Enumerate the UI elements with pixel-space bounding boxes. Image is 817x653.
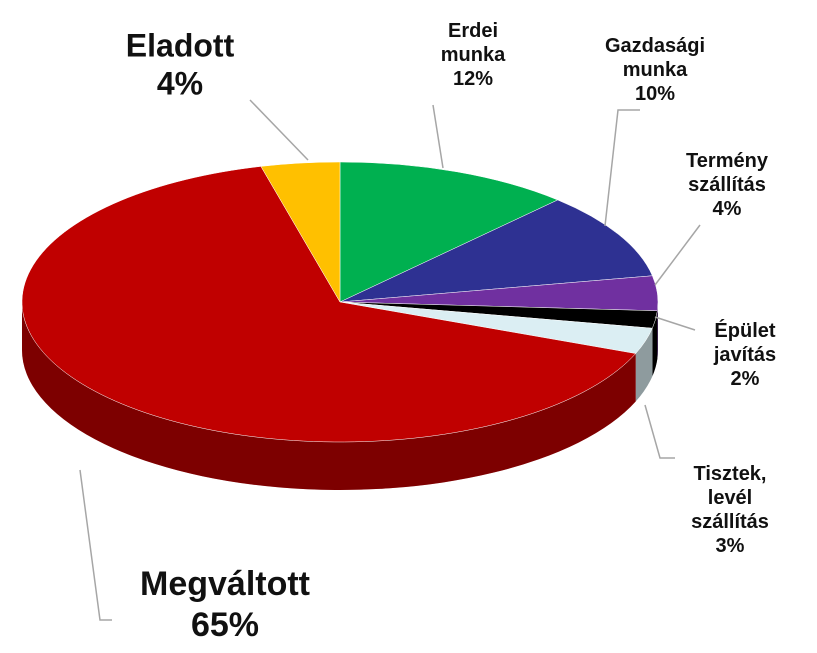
category-label: Gazdasági munka bbox=[604, 35, 706, 81]
data-label: Tisztek, levél szállítás 3% bbox=[691, 462, 769, 558]
value-label: 4% bbox=[712, 198, 742, 220]
leader-line bbox=[432, 104, 444, 169]
value-label: 12% bbox=[452, 68, 494, 90]
slice bbox=[21, 166, 637, 443]
value-label: 65% bbox=[190, 606, 260, 644]
leader-line bbox=[654, 316, 696, 331]
slice-side bbox=[652, 310, 658, 377]
category-label: Megváltott bbox=[140, 565, 310, 604]
value-label: 4% bbox=[156, 66, 204, 102]
slice-side-shade bbox=[657, 302, 658, 359]
category-label: Eladott bbox=[125, 27, 235, 64]
data-label: Erdei munka 12% bbox=[441, 19, 505, 91]
slice-side bbox=[22, 302, 636, 491]
slice-side-shade bbox=[635, 328, 653, 402]
value-label: 2% bbox=[730, 368, 760, 390]
category-label: Tisztek, levél szállítás bbox=[691, 463, 769, 533]
slice bbox=[260, 161, 341, 303]
category-label: Termény szállítás bbox=[686, 150, 768, 196]
slice-side bbox=[635, 328, 653, 402]
data-label: Gazdasági munka 10% bbox=[605, 34, 705, 106]
value-label: 10% bbox=[634, 83, 676, 105]
data-label: Termény szállítás 4% bbox=[686, 149, 768, 221]
data-label: Épület javítás 2% bbox=[714, 319, 776, 391]
leader-line bbox=[249, 99, 309, 161]
slice bbox=[339, 161, 559, 303]
value-label: 3% bbox=[715, 535, 745, 557]
slice-side bbox=[657, 302, 658, 359]
data-label: Megváltott 65% bbox=[140, 564, 310, 646]
slice bbox=[339, 199, 653, 303]
category-label: Épület javítás bbox=[713, 320, 777, 366]
leader-line bbox=[644, 404, 675, 459]
leader-line bbox=[79, 469, 112, 621]
leader-line bbox=[604, 109, 640, 227]
leader-line bbox=[654, 224, 701, 286]
category-label: Erdei munka bbox=[440, 20, 506, 66]
data-label: Eladott 4% bbox=[126, 27, 234, 104]
slice-side-shade bbox=[652, 310, 658, 377]
slice-side-shade bbox=[22, 302, 636, 491]
